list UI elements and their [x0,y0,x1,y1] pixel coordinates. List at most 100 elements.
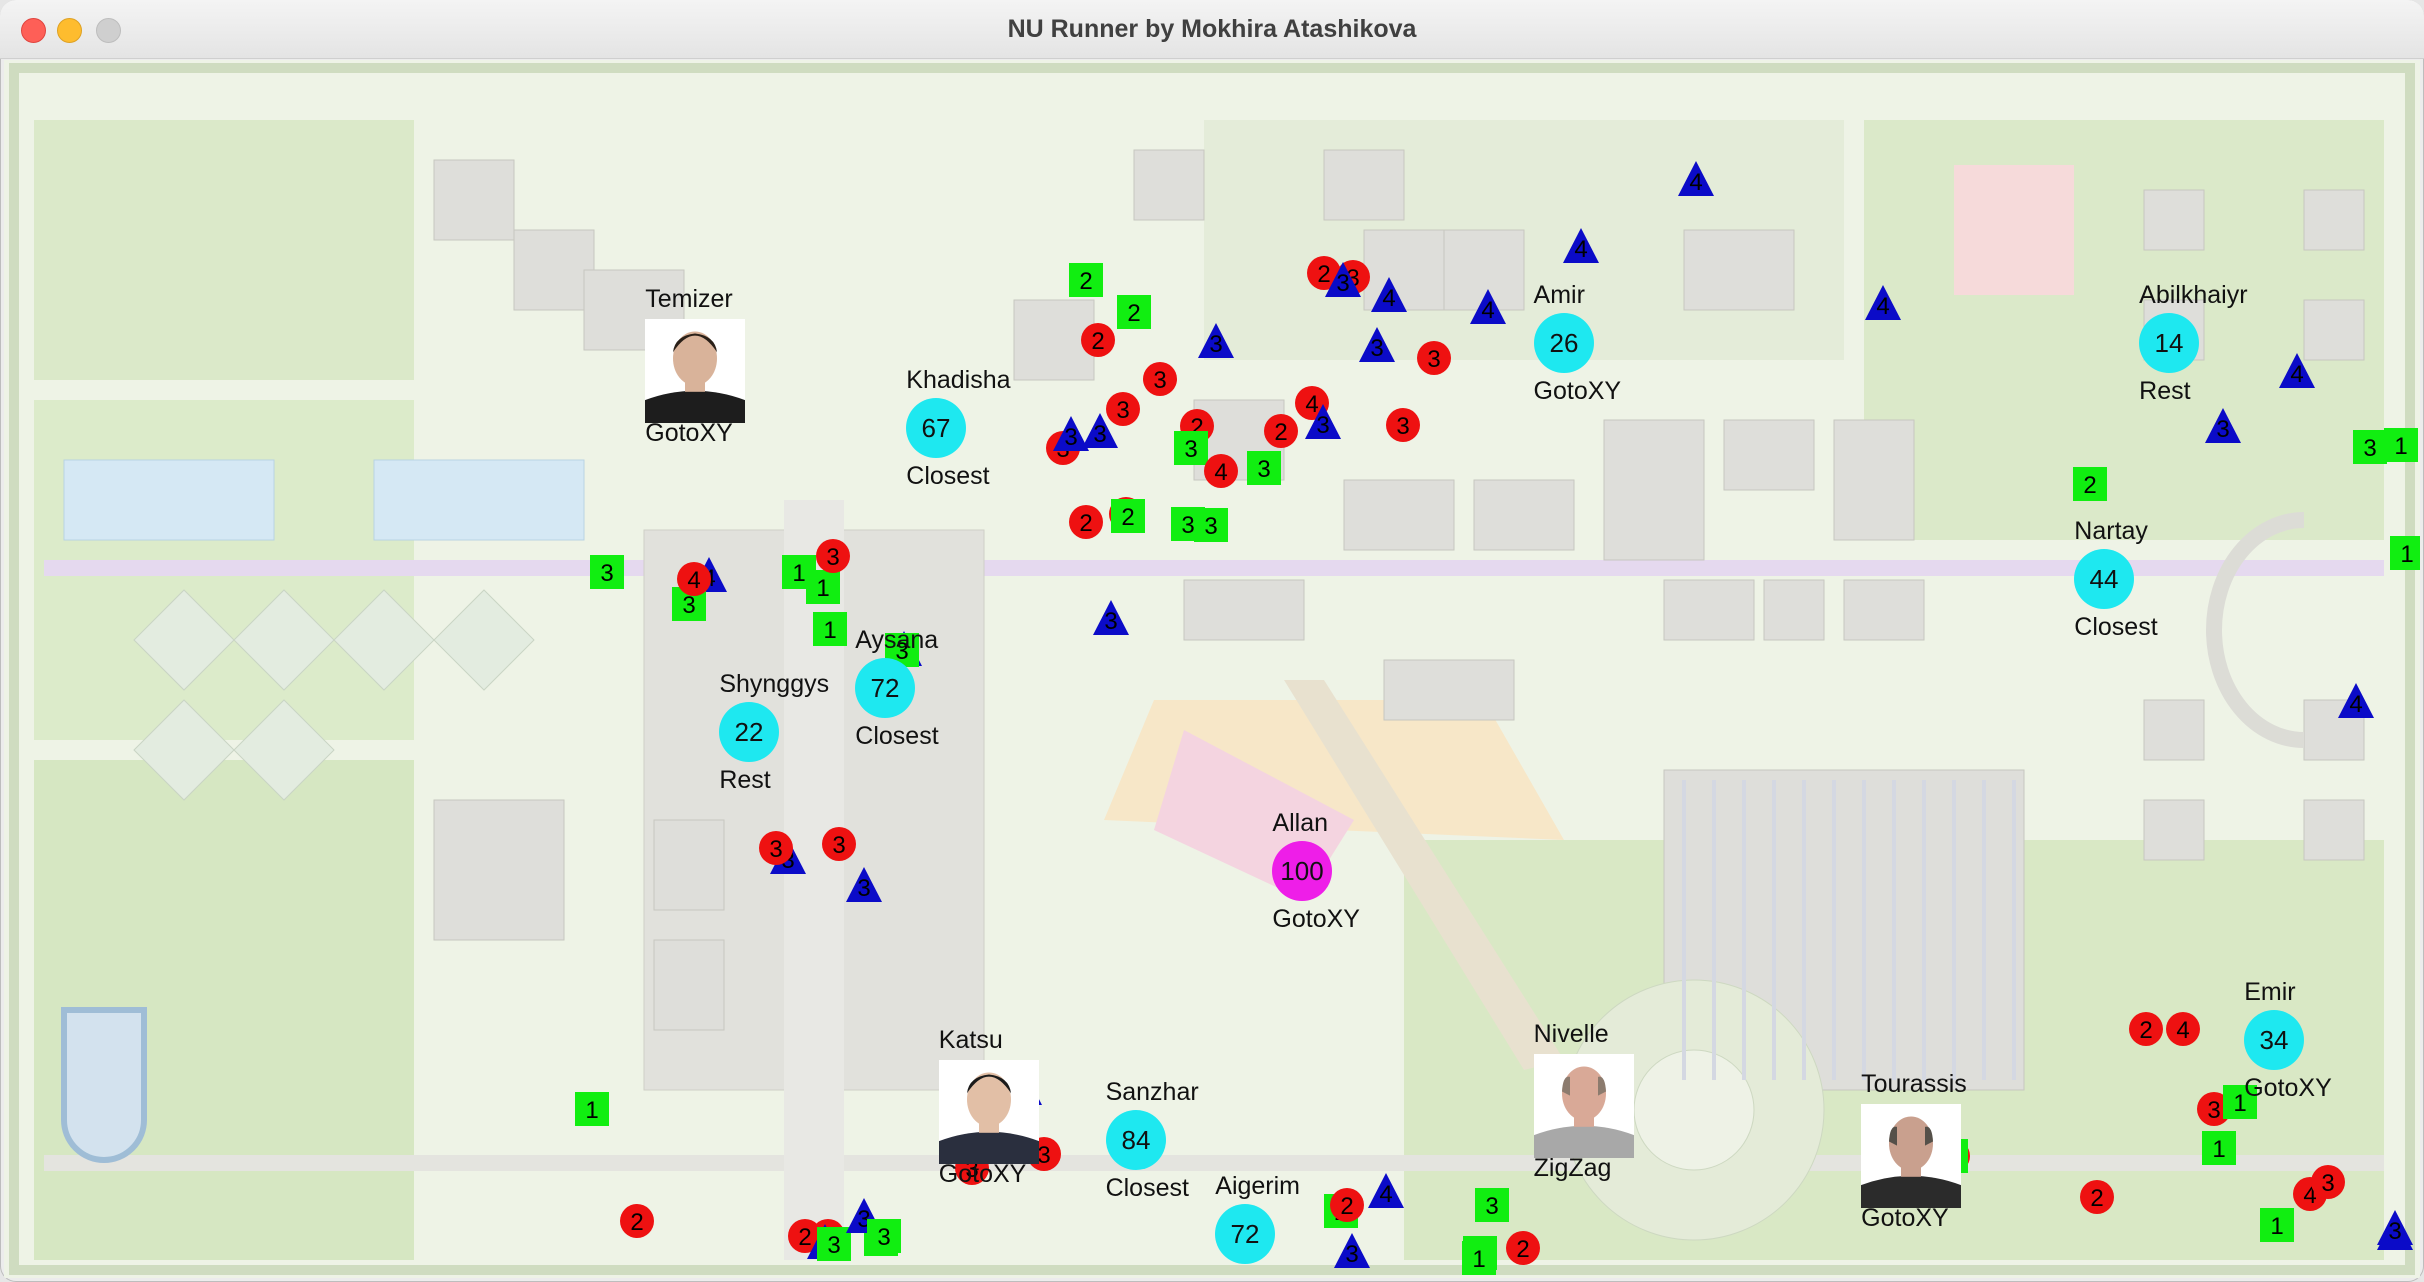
blue-triangle-item: 3 [1304,403,1342,441]
runner-score: 22 [735,717,764,747]
item-value: 4 [1574,236,1587,263]
item-value: 3 [1154,367,1167,394]
runner-circle: 72 [1215,1204,1276,1265]
item-value: 3 [1345,1241,1358,1268]
item-value: 3 [2322,1170,2335,1197]
runner-circle: 84 [1105,1110,1166,1171]
red-circle-item: 3 [1141,360,1179,398]
player-name: Allan [1272,809,1329,838]
blue-triangle-item: 3 [1333,1232,1371,1270]
red-circle-item: 3 [814,537,852,575]
blue-triangle-item: 4 [1677,160,1715,198]
blue-triangle-item: 4 [1370,276,1408,314]
item-value: 3 [1427,346,1440,373]
item-value: 3 [832,832,845,859]
player-name: Khadisha [906,365,1011,394]
item-value: 4 [2291,361,2304,388]
player-strategy: Closest [855,721,939,750]
item-value: 2 [2084,472,2097,499]
item-value: 1 [817,575,830,602]
close-window-button[interactable] [21,18,46,43]
blue-triangle-item: 3 [1052,415,1090,453]
red-circle-item: 3 [757,829,795,867]
red-circle-item: 2 [618,1202,656,1240]
runner-circle: 26 [1533,312,1594,373]
runner-circle: 67 [906,397,967,458]
blue-triangle-item: 3 [2204,407,2242,445]
player-name: Aysana [855,625,939,654]
blue-triangle-item: 3 [1324,261,1362,299]
player-strategy: Closest [2074,613,2158,642]
item-value: 3 [1486,1193,1499,1220]
runner-score: 44 [2090,564,2119,594]
item-value: 3 [1064,424,1077,451]
runner-circle: 44 [2074,549,2135,610]
red-circle-item: 3 [1415,339,1453,377]
player-name: Aigerim [1215,1172,1301,1201]
item-value: 2 [1274,419,1287,446]
minimize-window-button[interactable] [57,18,82,43]
item-value: 3 [1117,397,1130,424]
item-value: 2 [1092,328,1105,355]
red-circle-item: 3 [1384,406,1422,444]
item-value: 1 [2400,541,2413,568]
item-value: 3 [1316,412,1329,439]
runner-score: 67 [922,413,951,443]
red-circle-item: 3 [1104,390,1142,428]
blue-triangle-item: 3 [1197,322,1235,360]
player-name: Nartay [2074,517,2148,546]
item-value: 3 [1257,456,1270,483]
player-name: Nivelle [1533,1020,1609,1049]
player-name: Abilkhaiyr [2139,280,2248,309]
red-circle-item: 2 [1079,321,1117,359]
runner-score: 14 [2155,328,2184,358]
item-value: 2 [1317,261,1330,288]
red-circle-item: 2 [1504,1229,1542,1267]
item-value: 4 [687,567,700,594]
green-square-item: 1 [804,568,842,606]
zoom-window-button[interactable] [96,18,121,43]
red-circle-item: 4 [675,560,713,598]
runner-circle: 22 [719,702,780,763]
red-circle-item: 2 [2078,1178,2116,1216]
runner-score: 72 [871,673,900,703]
green-square-item: 1 [573,1090,611,1128]
player-strategy: GotoXY [645,418,733,447]
green-square-item: 3 [588,553,626,591]
item-value: 2 [1341,1193,1354,1220]
blue-triangle-item: 3 [845,866,883,904]
item-value: 3 [1336,270,1349,297]
blue-triangle-item: 3 [2376,1209,2414,1247]
green-square-item: 2 [1109,497,1147,535]
blue-triangle-item: 3 [1092,599,1130,637]
item-value: 3 [682,592,695,619]
item-value: 2 [630,1209,643,1236]
item-value: 3 [1185,436,1198,463]
player-strategy: Closest [906,461,990,490]
item-value: 2 [1079,268,1092,295]
player-strategy: Rest [2139,376,2191,405]
green-square-item: 1 [2258,1206,2296,1244]
blue-triangle-item: 4 [1367,1172,1405,1210]
player-name: Shynggys [719,670,830,699]
item-value: 4 [1382,285,1395,312]
item-value: 2 [1079,510,1092,537]
player-strategy: GotoXY [2244,1073,2332,1102]
red-circle-item: 2 [1262,412,1300,450]
red-circle-item: 2 [1328,1186,1366,1224]
blue-triangle-item: 4 [1469,288,1507,326]
green-square-item: 2 [1115,293,1153,331]
game-map: 2223333223233443323343433223434443433121… [4,60,2420,1278]
green-square-item: 1 [2388,534,2420,572]
player-strategy: Closest [1105,1174,1189,1203]
item-value: 2 [2090,1185,2103,1212]
item-value: 3 [2363,435,2376,462]
blue-triangle-item: 4 [2337,682,2375,720]
player-strategy: GotoXY [1533,376,1622,405]
player-photo-tourassis [1861,1103,1962,1208]
item-value: 3 [2217,416,2230,443]
green-square-item: 3 [2351,428,2389,466]
window-title: NU Runner by Mokhira Atashikova [1007,15,1417,43]
runner-score: 34 [2260,1025,2289,1055]
leader-runner-circle: 100 [1272,841,1333,902]
